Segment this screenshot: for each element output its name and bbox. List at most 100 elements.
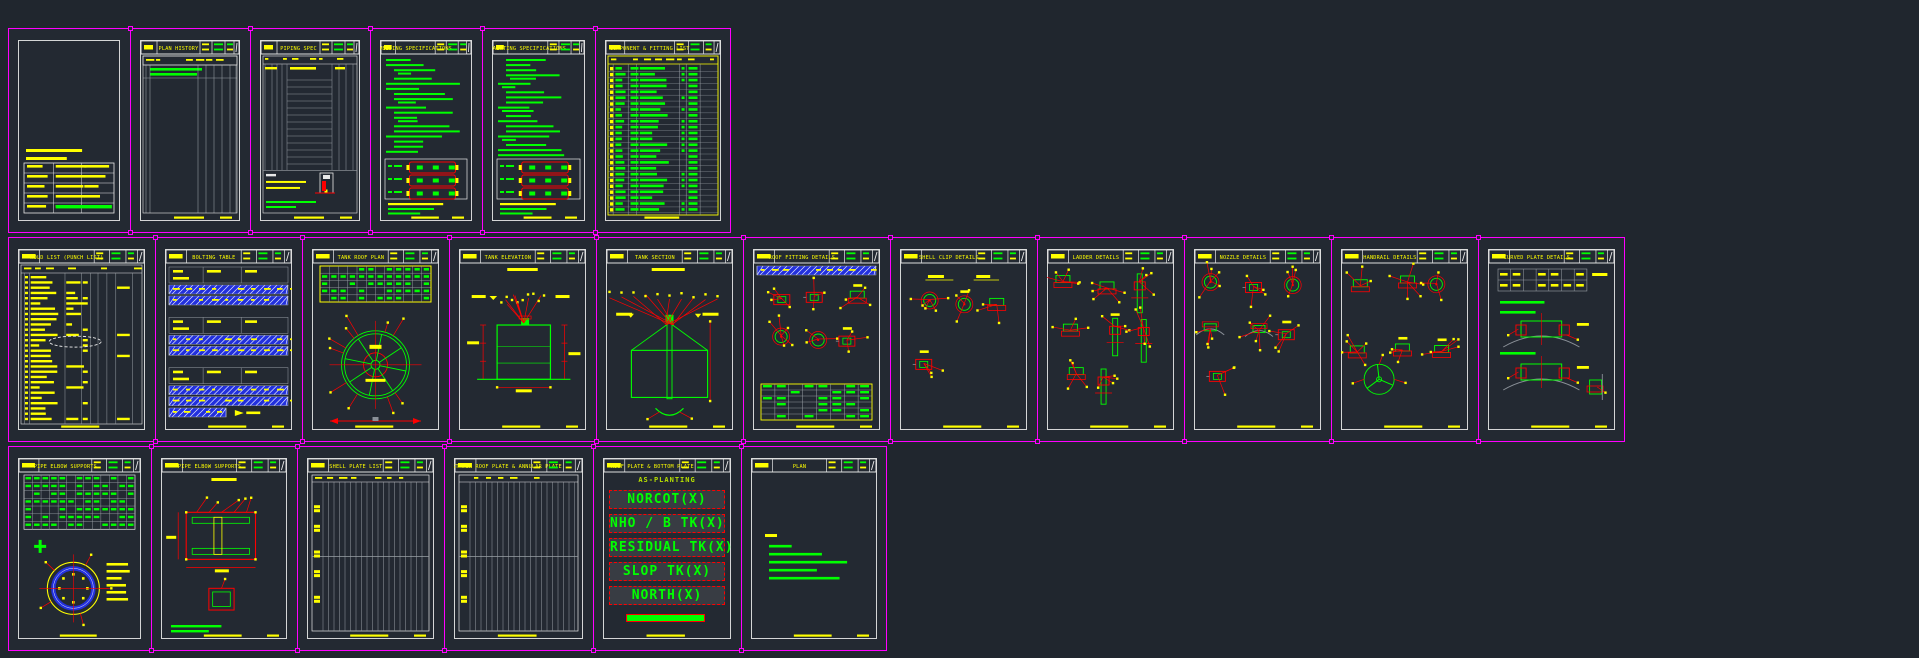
border-grip [1329,439,1334,444]
sheet-title: NOZZLE DETAILS [1220,255,1267,261]
sheet-divider [593,446,594,651]
border-grip [149,444,154,449]
drawing-sheet[interactable]: HOLD LIST (PUNCH LIST) [8,237,155,442]
tank-marking-stencils: AS-PLANTING NORCOT(X) NHO / B TK(X) RESIDUA… [603,472,734,639]
sheet-divider [449,237,450,442]
border-grip [368,230,373,235]
drawing-sheet[interactable]: COMPONENT & FITTING LIST [595,28,731,233]
sheet-drawing: NOZZLE DETAILS [1194,249,1321,430]
sheet-title: LADDER DETAILS [1073,255,1120,261]
border-grip [888,235,893,240]
drawing-sheet[interactable]: SHELL PLATE LIST [297,446,444,651]
border-grip [295,648,300,653]
drawing-sheet[interactable]: PLAN HISTORY [130,28,250,233]
drawing-sheet[interactable]: BOLTING TABLE [155,237,302,442]
sheet-title: PIPE ELBOW SUPPORTS [178,464,241,470]
sheet-drawing: SHELL PLATE LIST [307,458,434,639]
sheet-divider [743,237,744,442]
drawing-sheet[interactable]: TANK ROOF PLAN [302,237,449,442]
sheet-title: PLAN [793,464,806,470]
tank-marking-text: RESIDUAL TK(X) [609,538,734,557]
marking-subtitle: AS-PLANTING [638,476,696,484]
border-grip [1035,439,1040,444]
border-grip [447,439,452,444]
border-grip [128,230,133,235]
drawing-sheet[interactable]: PIPING SPEC [250,28,370,233]
sheet-title: HANDRAIL DETAILS [1363,255,1416,261]
sheet-drawing: PIPE ELBOW SUPPORTS [161,458,287,639]
border-grip [153,439,158,444]
sheet-drawing: PLAN HISTORY [140,40,240,221]
sheet-drawing: PLAN [751,458,877,639]
border-grip [442,648,447,653]
drawing-sheet[interactable]: PIPE ELBOW SUPPORTS [151,446,297,651]
drawing-sheet[interactable]: TANK SECTION [596,237,743,442]
sheet-title: WELDING SPECIFICATIONS [380,46,452,52]
drawing-sheet[interactable]: HANDRAIL DETAILS [1331,237,1478,442]
drawing-sheet[interactable]: ROOF PLATE & BOTTOM PLATE AS-PLANTING NORC… [593,446,741,651]
drawing-sheet[interactable]: ROOF FITTING DETAILS [743,237,890,442]
border-grip [480,26,485,31]
sheet-title: ROOF PLATE & BOTTOM PLATE [611,464,694,470]
drawing-sheet[interactable]: SHELL CLIP DETAILS [890,237,1037,442]
tank-marking-text: NORTH(X) [609,586,725,605]
border-grip [888,439,893,444]
drawing-sheet[interactable]: PIPE ELBOW SUPPORTS [8,446,151,651]
border-grip [447,235,452,240]
sheet-title: TANK ROOF PLAN [338,255,385,261]
sheet-drawing: HOLD LIST (PUNCH LIST) [18,249,145,430]
border-grip [1476,235,1481,240]
border-grip [1035,235,1040,240]
sheet-title: SHELL PLATE LIST [329,464,382,470]
sheet-drawing: ROOF FITTING DETAILS [753,249,880,430]
sheet-divider [595,28,596,233]
sheet-divider [1331,237,1332,442]
drawing-sheet[interactable]: TANK ELEVATION [449,237,596,442]
border-grip [739,648,744,653]
drawing-sheet[interactable]: PLAN [741,446,887,651]
sheet-divider [250,28,251,233]
border-grip [591,444,596,449]
sheet-divider [151,446,152,651]
border-grip [153,235,158,240]
drawing-sheet[interactable]: NOZZLE DETAILS [1184,237,1331,442]
border-grip [300,439,305,444]
sheet-divider [302,237,303,442]
sheet-drawing: SHELL CLIP DETAILS [900,249,1027,430]
border-grip [248,26,253,31]
border-grip [593,230,598,235]
drawing-sheet[interactable] [8,28,130,233]
sheet-divider [297,446,298,651]
drawing-sheet[interactable]: PAINTING SPECIFICATIONS [482,28,595,233]
border-grip [1182,235,1187,240]
sheet-title: ROOF FITTING DETAILS [769,255,835,261]
drawing-sheet[interactable]: WELDING SPECIFICATIONS [370,28,482,233]
border-grip [741,439,746,444]
border-grip [368,26,373,31]
border-grip [739,444,744,449]
tank-marking-text: SLOP TK(X) [609,562,725,581]
sheet-drawing: TANK ROOF PLAN [312,249,439,430]
sheet-divider [890,237,891,442]
drawing-sheet[interactable]: CURVED PLATE DETAILS [1478,237,1625,442]
sheet-title: BOLTING TABLE [192,255,235,261]
border-grip [442,444,447,449]
border-grip [741,235,746,240]
border-grip [128,26,133,31]
sheet-divider [482,28,483,233]
sheet-title: SHELL CLIP DETAILS [919,255,979,261]
drawing-sheet[interactable]: LIST FOR ROOF PLATE & ANNULAR PLATE [444,446,593,651]
sheet-title: PLAN HISTORY [159,46,200,52]
sheet-drawing: PIPING SPEC [260,40,360,221]
border-grip [593,26,598,31]
drawing-sheet[interactable]: LADDER DETAILS [1037,237,1184,442]
sheet-divider [1478,237,1479,442]
border-grip [594,235,599,240]
sheet-drawing: LIST FOR ROOF PLATE & ANNULAR PLATE [454,458,583,639]
sheet-divider [1037,237,1038,442]
marking-bar [626,614,705,622]
sheet-divider [1184,237,1185,442]
sheet-title: COMPONENT & FITTING LIST [610,46,690,52]
sheet-row-band [8,446,887,651]
